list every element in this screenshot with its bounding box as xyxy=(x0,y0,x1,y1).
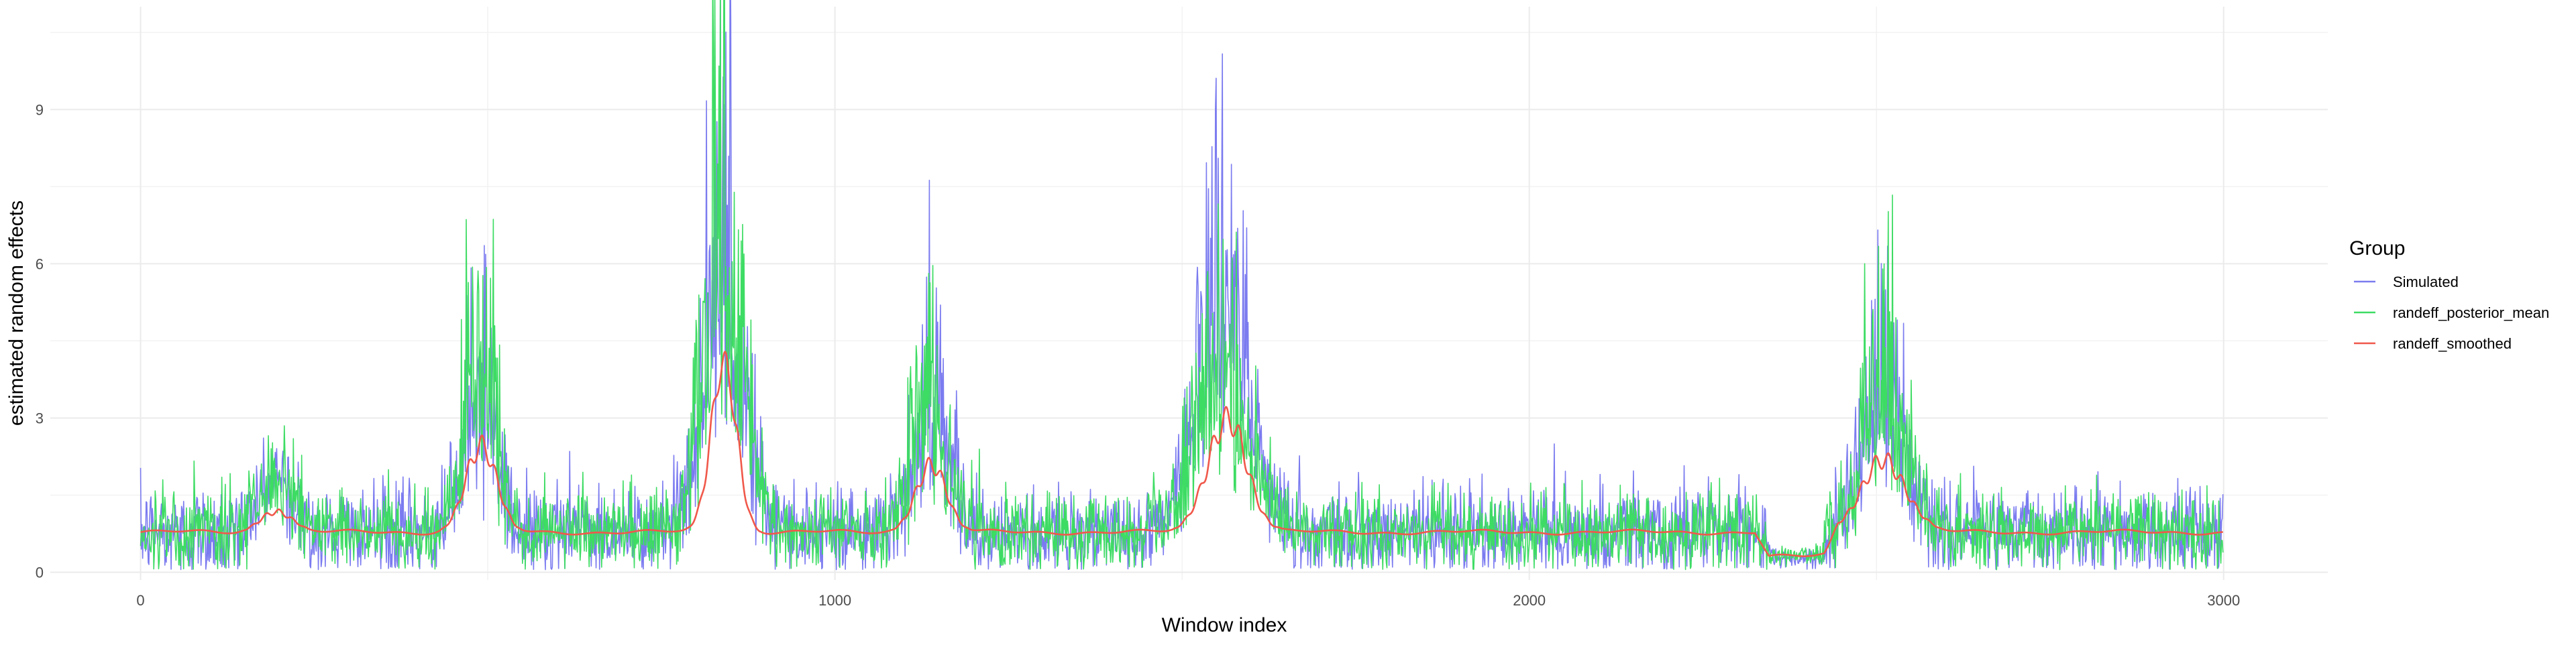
series-line-randeff_smoothed xyxy=(140,351,2223,557)
x-tick-label: 0 xyxy=(136,592,144,609)
grid-major xyxy=(50,7,2328,580)
legend-item: randeff_smoothed xyxy=(2354,335,2512,352)
series-line-randeff_posterior_mean xyxy=(140,0,2224,571)
legend-item: randeff_posterior_mean xyxy=(2354,304,2549,321)
x-tick-label: 3000 xyxy=(2207,592,2240,609)
legend-title: Group xyxy=(2349,237,2405,259)
x-axis-ticks: 0 1000 2000 3000 xyxy=(136,592,2240,609)
legend-label: randeff_smoothed xyxy=(2393,335,2512,352)
y-axis-ticks: 0 3 6 9 xyxy=(36,101,44,581)
y-tick-label: 3 xyxy=(36,410,44,426)
y-tick-label: 0 xyxy=(36,564,44,581)
y-axis-title: estimated random effects xyxy=(5,200,28,426)
y-tick-label: 9 xyxy=(36,101,44,118)
legend-label: Simulated xyxy=(2393,274,2459,290)
y-tick-label: 6 xyxy=(36,255,44,272)
x-tick-label: 2000 xyxy=(1513,592,1546,609)
x-axis-title: Window index xyxy=(1162,614,1287,636)
x-tick-label: 1000 xyxy=(818,592,851,609)
legend: Group Simulated randeff_posterior_meanran… xyxy=(2349,237,2549,352)
series-layer xyxy=(140,0,2224,571)
legend-item: Simulated xyxy=(2354,274,2459,290)
legend-label: randeff_posterior_mean xyxy=(2393,304,2549,321)
